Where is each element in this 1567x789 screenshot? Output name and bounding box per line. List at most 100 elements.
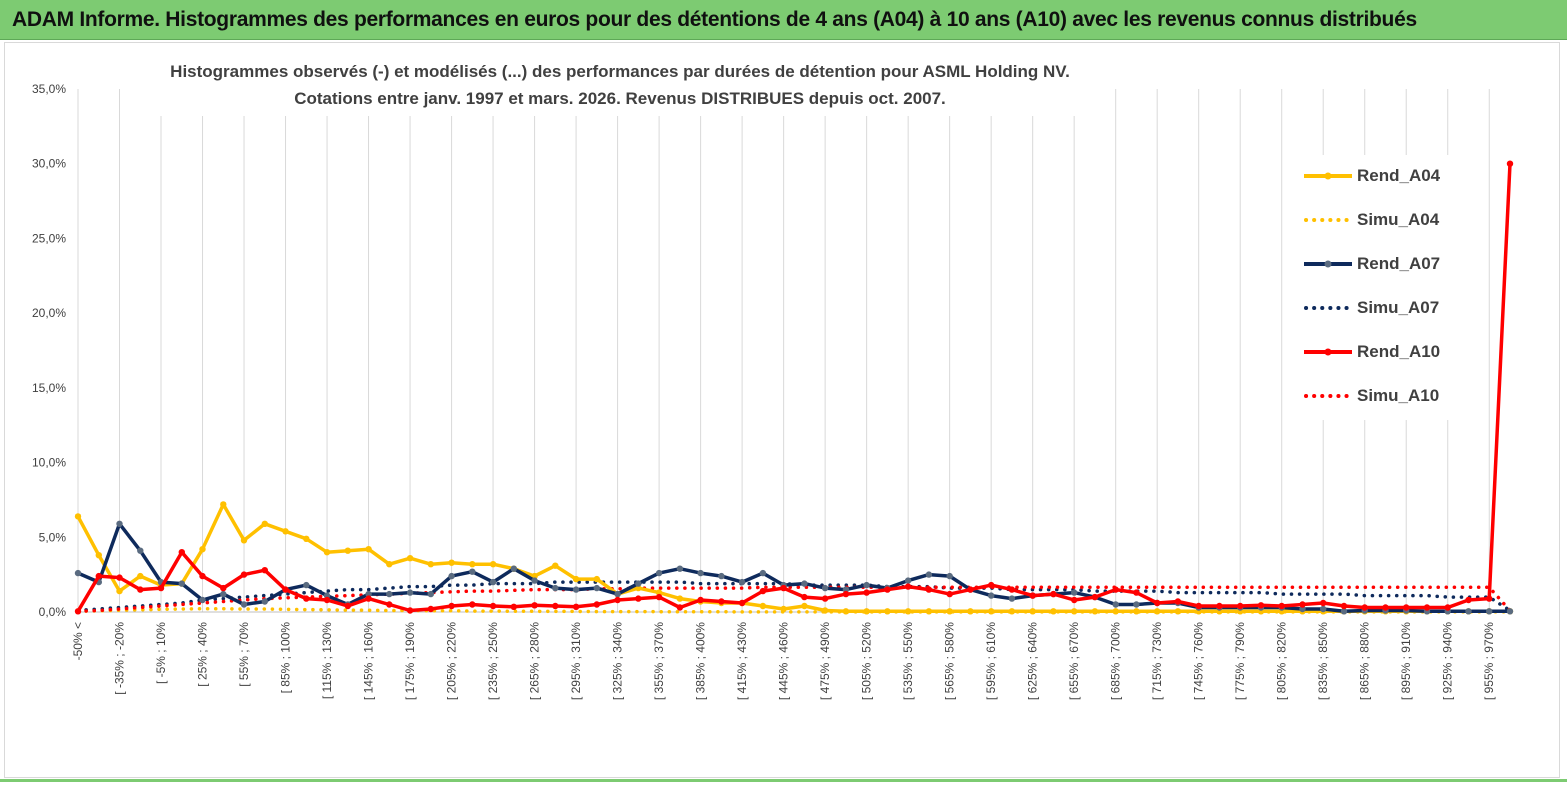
data-point-rend-a10 — [593, 601, 600, 608]
data-point-rend-a10 — [1361, 604, 1368, 611]
data-point-rend-a04 — [801, 602, 808, 610]
x-tick-label: [ 175% ; 190% — [403, 622, 417, 700]
data-point-rend-a10 — [1112, 586, 1119, 593]
data-point-rend-a10 — [427, 605, 434, 613]
data-point-rend-a04 — [552, 562, 559, 569]
data-point-rend-a04 — [759, 602, 767, 610]
data-point-rend-a10 — [1465, 596, 1472, 604]
data-point-rend-a07 — [531, 577, 538, 584]
x-tick-label: [ 925% ; 940% — [1441, 622, 1455, 700]
data-point-rend-a10 — [199, 572, 206, 580]
data-point-rend-a07 — [323, 592, 331, 599]
data-point-rend-a04 — [386, 561, 393, 568]
data-point-rend-a10 — [1237, 602, 1244, 610]
x-tick-label: [ 85% ; 100% — [279, 622, 293, 694]
data-point-rend-a04 — [1133, 608, 1140, 615]
data-point-rend-a04 — [282, 528, 289, 535]
data-point-rend-a04 — [946, 608, 953, 615]
data-point-rend-a04 — [116, 587, 123, 595]
data-point-rend-a10 — [1154, 599, 1161, 607]
legend-label-simu-a04: Simu_A04 — [1357, 210, 1440, 229]
legend-item-rend-a04: Rend_A04 — [1300, 165, 1460, 187]
legend-swatch-rend-a07 — [1304, 260, 1352, 268]
data-point-rend-a10 — [1195, 602, 1202, 610]
data-point-rend-a10 — [1091, 593, 1099, 601]
legend-label-simu-a07: Simu_A07 — [1357, 298, 1440, 317]
legend-item-rend-a10: Rend_A10 — [1300, 341, 1460, 363]
data-point-rend-a04 — [74, 513, 82, 520]
x-tick-label: [ 295% ; 310% — [569, 622, 583, 700]
x-tick-label: [ 775% ; 790% — [1233, 622, 1247, 700]
data-point-rend-a07 — [904, 577, 912, 584]
data-point-rend-a10 — [74, 608, 82, 615]
series-line-rend-a10 — [76, 163, 1512, 613]
y-axis: 0,0% 5,0% 10,0% 15,0% 20,0% 25,0% 30,0% 35,0% — [32, 82, 66, 619]
x-tick-label: [ 625% ; 640% — [1026, 622, 1040, 700]
data-point-rend-a04 — [572, 575, 580, 583]
data-point-rend-a07 — [303, 581, 310, 589]
data-point-rend-a07 — [199, 596, 206, 604]
data-point-rend-a10 — [137, 586, 144, 593]
legend-label-simu-a10: Simu_A10 — [1357, 386, 1440, 405]
data-point-rend-a10 — [1506, 160, 1514, 167]
data-point-rend-a04 — [1008, 608, 1016, 615]
data-point-rend-a07 — [842, 586, 850, 593]
data-point-rend-a04 — [1050, 608, 1057, 615]
report-title: ADAM Informe. Histogrammes des performan… — [12, 8, 1417, 31]
data-point-rend-a04 — [1154, 608, 1161, 615]
data-point-rend-a04 — [240, 537, 248, 544]
data-point-rend-a07 — [1008, 595, 1016, 602]
legend-item-simu-a04: Simu_A04 — [1300, 209, 1460, 231]
chart-legend: Rend_A04 Simu_A04 Rend_A07 Simu_A07 Rend… — [1300, 155, 1460, 420]
chart-series — [74, 160, 1514, 615]
data-point-rend-a04 — [1029, 608, 1036, 615]
legend-item-simu-a07: Simu_A07 — [1300, 297, 1460, 319]
data-point-rend-a10 — [676, 604, 684, 611]
data-point-rend-a10 — [178, 549, 185, 556]
y-tick-label: 15,0% — [32, 381, 66, 395]
data-point-rend-a10 — [759, 587, 767, 595]
data-point-rend-a04 — [635, 584, 642, 592]
data-point-rend-a10 — [1174, 598, 1182, 605]
data-point-rend-a10 — [116, 574, 123, 581]
data-point-rend-a04 — [863, 608, 870, 615]
data-point-rend-a07 — [220, 590, 227, 598]
data-point-rend-a07 — [489, 578, 497, 586]
x-tick-label: [ 895% ; 910% — [1399, 622, 1413, 700]
data-point-rend-a10 — [1278, 602, 1285, 610]
x-tick-label: [ 865% ; 880% — [1358, 622, 1372, 700]
data-point-rend-a04 — [427, 561, 434, 568]
data-point-rend-a10 — [1050, 590, 1057, 598]
data-point-rend-a04 — [593, 575, 600, 583]
data-point-rend-a04 — [406, 555, 414, 562]
data-point-rend-a04 — [448, 559, 455, 566]
data-point-rend-a07 — [448, 572, 455, 580]
data-point-rend-a04 — [303, 535, 310, 542]
data-point-rend-a07 — [593, 584, 600, 592]
data-point-rend-a10 — [1340, 602, 1348, 610]
data-point-rend-a10 — [552, 602, 559, 610]
x-tick-label: [ 325% ; 340% — [611, 622, 625, 700]
data-point-rend-a10 — [655, 593, 663, 601]
data-point-rend-a10 — [1423, 604, 1431, 611]
data-point-rend-a10 — [386, 601, 393, 608]
data-point-rend-a10 — [780, 584, 787, 592]
data-point-rend-a07 — [718, 572, 725, 580]
data-point-rend-a04 — [344, 547, 351, 554]
data-point-rend-a07 — [427, 590, 434, 598]
data-point-rend-a10 — [572, 603, 580, 610]
data-point-rend-a10 — [240, 571, 248, 578]
x-tick-label: [ 805% ; 820% — [1275, 622, 1289, 700]
data-point-rend-a07 — [552, 584, 559, 592]
data-point-rend-a10 — [1403, 604, 1410, 611]
x-tick-label: [ -35% ; -20% — [113, 622, 127, 695]
data-point-rend-a04 — [261, 520, 268, 527]
legend-swatch-rend-a10 — [1304, 348, 1352, 356]
data-point-rend-a07 — [406, 589, 414, 596]
data-point-rend-a10 — [863, 589, 870, 596]
data-point-rend-a10 — [884, 586, 891, 593]
data-point-rend-a10 — [1444, 604, 1451, 611]
y-tick-label: 10,0% — [32, 456, 66, 470]
data-point-rend-a07 — [240, 601, 248, 608]
